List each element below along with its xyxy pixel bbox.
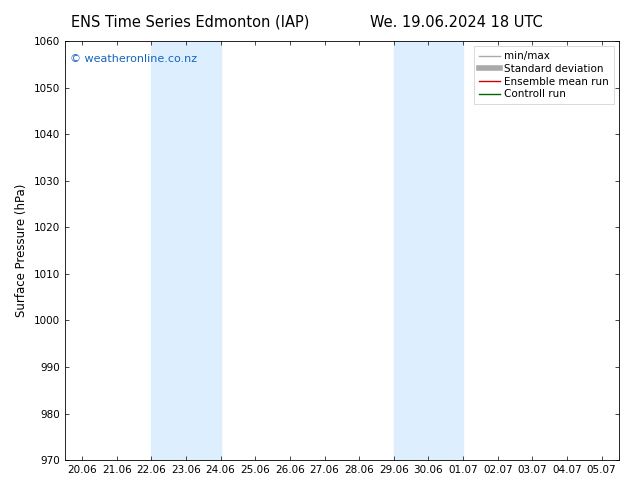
Bar: [394, 41, 463, 460]
Text: We. 19.06.2024 18 UTC: We. 19.06.2024 18 UTC: [370, 15, 543, 30]
Text: © weatheronline.co.nz: © weatheronline.co.nz: [70, 53, 197, 64]
Y-axis label: Surface Pressure (hPa): Surface Pressure (hPa): [15, 184, 28, 318]
Text: ENS Time Series Edmonton (IAP): ENS Time Series Edmonton (IAP): [71, 15, 309, 30]
Bar: [152, 41, 221, 460]
Legend: min/max, Standard deviation, Ensemble mean run, Controll run: min/max, Standard deviation, Ensemble me…: [474, 46, 614, 104]
